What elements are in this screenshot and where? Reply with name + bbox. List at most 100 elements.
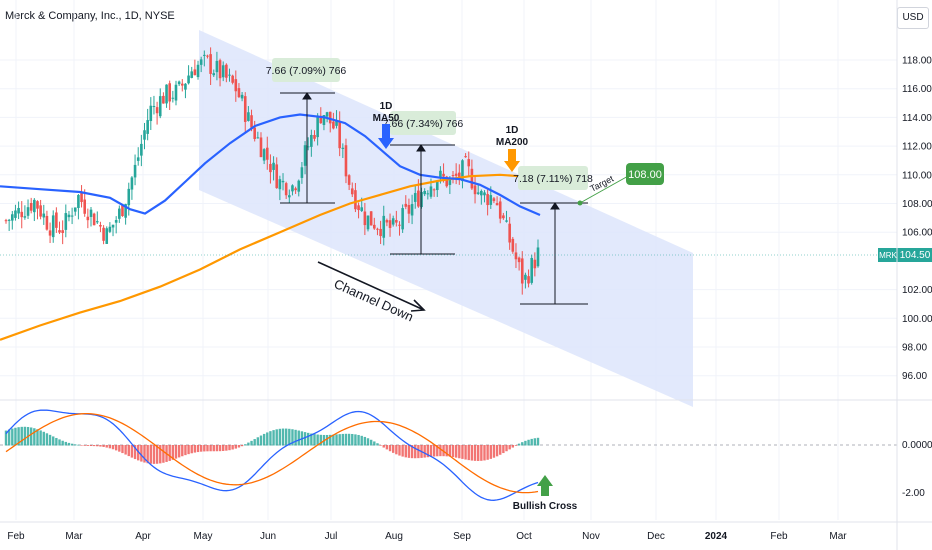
candle-body bbox=[7, 219, 11, 221]
macd-bar bbox=[436, 445, 439, 457]
candle-body bbox=[498, 201, 502, 219]
macd-bar bbox=[187, 445, 190, 455]
candle-body bbox=[530, 257, 534, 283]
macd-bar bbox=[48, 434, 52, 446]
candle-body bbox=[243, 96, 247, 122]
macd-bar bbox=[398, 445, 401, 456]
candle-body bbox=[435, 181, 439, 191]
macd-bar bbox=[45, 433, 49, 446]
price-tick-7: 102.00 bbox=[902, 285, 932, 296]
candle-body bbox=[306, 146, 310, 148]
candle-body bbox=[376, 228, 379, 230]
macd-bar bbox=[67, 442, 71, 446]
time-tick-11: 2024 bbox=[705, 531, 728, 542]
macd-bar bbox=[262, 433, 266, 446]
macd-bar bbox=[14, 427, 17, 446]
candle-body bbox=[294, 188, 297, 191]
macd-bar bbox=[155, 445, 159, 464]
candle-body bbox=[111, 224, 115, 228]
candle-body bbox=[366, 215, 370, 230]
candle-body bbox=[228, 74, 231, 76]
time-tick-8: Oct bbox=[516, 531, 532, 542]
symbol-label: MRK bbox=[879, 251, 897, 260]
macd-bar bbox=[476, 445, 480, 461]
candle-body bbox=[322, 114, 326, 126]
candle-body bbox=[341, 147, 345, 149]
candle-body bbox=[451, 175, 455, 177]
macd-bar bbox=[492, 445, 496, 458]
candle-body bbox=[489, 195, 493, 205]
candle-body bbox=[174, 84, 178, 101]
candle-body bbox=[338, 121, 341, 149]
macd-bar bbox=[212, 445, 215, 452]
candle-body bbox=[461, 160, 464, 182]
candle-body bbox=[209, 54, 212, 74]
macd-bar bbox=[146, 445, 149, 464]
macd-bar bbox=[338, 434, 341, 446]
macd-bar bbox=[152, 445, 156, 464]
macd-bar bbox=[514, 445, 518, 446]
candle-body bbox=[20, 211, 24, 218]
candle-body bbox=[385, 220, 389, 223]
macd-bar bbox=[505, 445, 508, 452]
measure-3-label-bg bbox=[518, 166, 588, 190]
macd-bar bbox=[92, 445, 96, 447]
macd-bar bbox=[102, 445, 105, 447]
candle-body bbox=[4, 220, 8, 222]
candle-body bbox=[95, 221, 99, 223]
candle-body bbox=[26, 207, 30, 216]
macd-bar bbox=[448, 445, 452, 457]
macd-bar bbox=[388, 445, 392, 452]
candle-body bbox=[520, 258, 524, 284]
macd-bar bbox=[281, 428, 285, 446]
macd-bar bbox=[177, 445, 181, 458]
macd-bar bbox=[253, 439, 256, 446]
candle-body bbox=[354, 190, 357, 210]
candle-body bbox=[250, 115, 253, 128]
candle-body bbox=[495, 203, 499, 206]
macd-bar bbox=[527, 439, 530, 446]
candle-body bbox=[237, 88, 241, 98]
macd-bar bbox=[199, 445, 203, 452]
macd-bar bbox=[517, 443, 521, 446]
candle-body bbox=[473, 185, 477, 195]
candle-body bbox=[108, 226, 112, 232]
macd-bar bbox=[266, 432, 269, 446]
macd-bar bbox=[231, 445, 234, 450]
macd-bar bbox=[366, 438, 370, 446]
macd-bar bbox=[130, 445, 134, 458]
candle-body bbox=[143, 130, 146, 140]
macd-bar bbox=[209, 445, 212, 452]
price-tick-9: 98.00 bbox=[902, 343, 927, 354]
macd-bar bbox=[228, 445, 231, 451]
measure-3 bbox=[520, 202, 588, 305]
macd-bar bbox=[284, 428, 288, 446]
macd-bar bbox=[407, 445, 411, 458]
candle-body bbox=[407, 205, 411, 214]
candle-body bbox=[80, 191, 83, 203]
candle-body bbox=[373, 224, 376, 229]
macd-bar bbox=[536, 437, 540, 446]
macd-bar bbox=[203, 445, 206, 452]
candle-body bbox=[77, 195, 80, 208]
macd-bar bbox=[480, 445, 483, 461]
candle-body bbox=[401, 208, 404, 230]
macd-bar bbox=[23, 426, 27, 446]
candle-body bbox=[398, 224, 401, 226]
macd-bar bbox=[237, 445, 241, 448]
candle-body bbox=[99, 224, 102, 227]
candle-body bbox=[140, 143, 143, 156]
channel-arrow bbox=[317, 261, 426, 312]
macd-bar bbox=[269, 431, 272, 446]
candle-body bbox=[505, 220, 508, 222]
macd-bar bbox=[473, 445, 477, 461]
candle-body bbox=[155, 107, 159, 114]
candle-body bbox=[432, 189, 436, 191]
macd-bar bbox=[184, 445, 187, 456]
measure-1-label: 7.66 (7.09%) 766 bbox=[266, 65, 347, 77]
candle-body bbox=[316, 115, 319, 138]
macd-bar bbox=[313, 434, 316, 446]
candle-body bbox=[92, 213, 96, 226]
macd-bar bbox=[297, 430, 300, 446]
